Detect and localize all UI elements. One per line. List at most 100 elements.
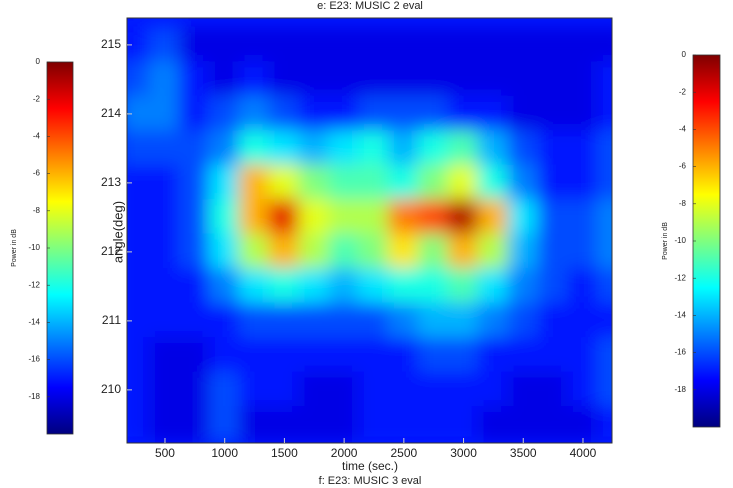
colorbar-tick-label: -2 xyxy=(679,87,687,96)
colorbar-tick-label: 0 xyxy=(682,50,687,59)
heatmap-cell xyxy=(358,268,390,305)
heatmap-cell xyxy=(596,406,612,443)
heatmap-cell xyxy=(477,164,510,202)
heatmap-cell xyxy=(537,371,570,409)
heatmap-cell xyxy=(596,61,612,98)
heatmap-cell xyxy=(387,199,420,236)
heatmap-cell xyxy=(127,61,152,98)
heatmap-cell xyxy=(477,26,510,64)
heatmap-cell xyxy=(178,164,211,202)
heatmap-cell xyxy=(178,302,211,340)
heatmap-cell xyxy=(127,337,152,374)
heatmap-cell xyxy=(477,268,510,305)
heatmap-cell xyxy=(567,268,599,305)
heatmap-cell xyxy=(268,371,301,409)
heatmap-cell xyxy=(328,406,361,443)
heatmap-cell xyxy=(507,26,540,64)
heatmap-cell xyxy=(537,130,570,167)
colorbar-tick-label: -16 xyxy=(28,355,40,364)
heatmap-cell xyxy=(127,26,152,64)
colorbar-tick-label: -18 xyxy=(674,385,686,394)
heatmap-cell xyxy=(417,371,450,409)
heatmap-cell xyxy=(447,406,480,443)
colorbar-tick-label: -14 xyxy=(28,318,40,327)
heatmap-cell xyxy=(328,95,361,133)
heatmap-cell xyxy=(298,95,331,133)
heatmap-cell xyxy=(268,164,301,202)
heatmap-cell xyxy=(127,130,152,167)
heatmap-cell xyxy=(387,233,420,271)
colorbar-tick-label: -2 xyxy=(33,94,41,103)
heatmap-cell xyxy=(417,26,450,64)
colorbar-tick-label: -10 xyxy=(28,243,40,252)
colorbar-tick-label: -16 xyxy=(674,348,686,357)
heatmap-cell xyxy=(507,337,540,374)
heatmap-cell xyxy=(328,371,361,409)
y-tick-label: 215 xyxy=(101,37,121,51)
heatmap-cell xyxy=(417,95,450,133)
heatmap-cell xyxy=(417,233,450,271)
heatmap-cell xyxy=(149,95,181,133)
heatmap-cell xyxy=(358,233,390,271)
heatmap-cell xyxy=(537,233,570,271)
heatmap-cell xyxy=(417,337,450,374)
heatmap-cell xyxy=(507,95,540,133)
heatmap-cell xyxy=(178,406,211,443)
heatmap-cell xyxy=(149,337,181,374)
heatmap-cell xyxy=(477,371,510,409)
heatmap-cell xyxy=(507,199,540,236)
heatmap-cell xyxy=(477,337,510,374)
heatmap-cell xyxy=(238,302,271,340)
heatmap xyxy=(127,26,612,443)
heatmap-cell xyxy=(149,406,181,443)
heatmap-cell xyxy=(208,302,241,340)
heatmap-cell xyxy=(567,26,599,64)
colorbar-tick-label: -12 xyxy=(28,280,40,289)
heatmap-cell xyxy=(596,371,612,409)
colorbar-tick-label: -8 xyxy=(33,206,41,215)
heatmap-cell xyxy=(127,268,152,305)
heatmap-cell xyxy=(208,130,241,167)
colorbar-tick-label: -4 xyxy=(679,125,687,134)
heatmap-cell xyxy=(178,61,211,98)
heatmap-cell xyxy=(127,164,152,202)
heatmap-cell xyxy=(358,95,390,133)
heatmap-cell xyxy=(149,164,181,202)
heatmap-cell xyxy=(298,130,331,167)
heatmap-cell xyxy=(596,337,612,374)
heatmap-clip xyxy=(127,26,612,443)
y-axis-label: angle(deg) xyxy=(110,201,125,263)
heatmap-cell xyxy=(567,233,599,271)
heatmap-cell xyxy=(328,199,361,236)
heatmap-cell xyxy=(328,130,361,167)
heatmap-cell xyxy=(387,406,420,443)
heatmap-cell xyxy=(596,233,612,271)
heatmap-cell xyxy=(238,233,271,271)
heatmap-cell xyxy=(127,199,152,236)
heatmap-cell xyxy=(149,268,181,305)
heatmap-cell xyxy=(268,337,301,374)
x-tick-label: 1000 xyxy=(211,446,238,460)
heatmap-cell xyxy=(127,371,152,409)
heatmap-cell xyxy=(447,337,480,374)
heatmap-cell xyxy=(507,302,540,340)
heatmap-cell xyxy=(268,61,301,98)
heatmap-cell xyxy=(149,26,181,64)
heatmap-cell xyxy=(417,130,450,167)
heatmap-cell xyxy=(208,337,241,374)
heatmap-cell xyxy=(238,268,271,305)
heatmap-cell xyxy=(238,61,271,98)
heatmap-cell xyxy=(268,233,301,271)
heatmap-cell xyxy=(387,164,420,202)
heatmap-cell xyxy=(178,268,211,305)
heatmap-cell xyxy=(208,268,241,305)
x-tick-label: 500 xyxy=(155,446,175,460)
heatmap-cell xyxy=(358,371,390,409)
heatmap-cell xyxy=(387,302,420,340)
heatmap-cell xyxy=(238,26,271,64)
heatmap-cell xyxy=(149,233,181,271)
heatmap-cell xyxy=(387,95,420,133)
heatmap-cell xyxy=(567,371,599,409)
plot-frame xyxy=(126,17,613,444)
